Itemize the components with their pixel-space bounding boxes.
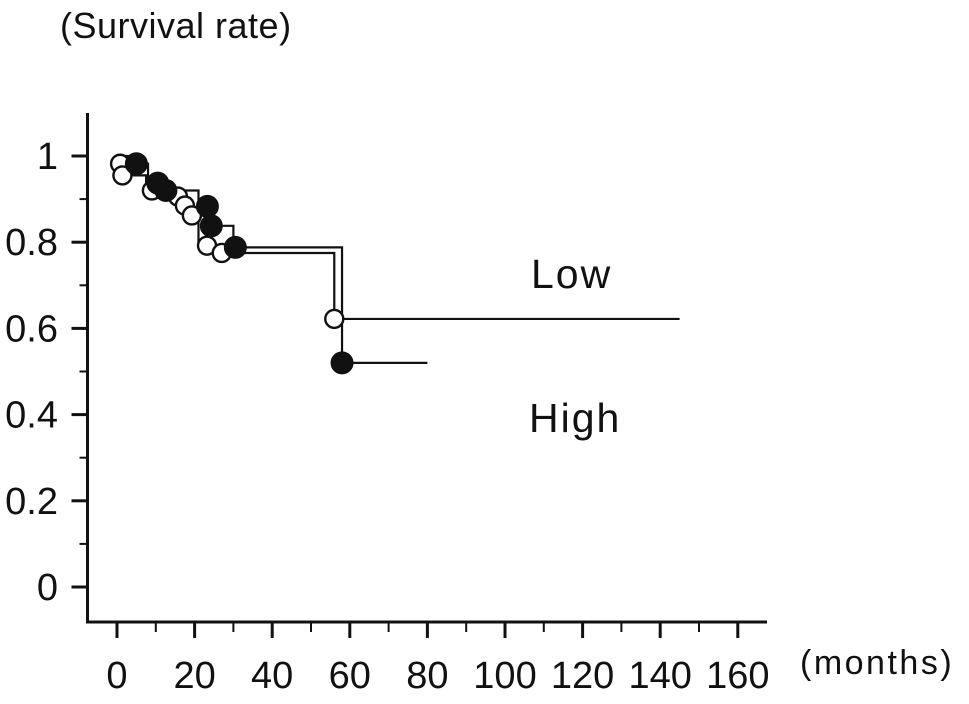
- y-tick-label: 0.6: [5, 308, 58, 350]
- y-tick-label: 0.2: [5, 481, 58, 523]
- x-tick-label: 80: [406, 655, 448, 697]
- censor-mark-high: [223, 235, 247, 259]
- x-tick-label: 60: [329, 655, 371, 697]
- y-tick-label: 0: [37, 567, 58, 609]
- y-tick-label: 0.8: [5, 222, 58, 264]
- censor-mark-high: [154, 178, 178, 202]
- x-tick-label: 120: [551, 655, 614, 697]
- censor-mark-low: [112, 165, 133, 186]
- x-tick-label: 140: [628, 655, 691, 697]
- chart-title: (Survival rate): [60, 5, 292, 46]
- censor-mark-high: [330, 351, 354, 375]
- y-tick-label: 0.4: [5, 395, 58, 437]
- x-tick-label: 0: [106, 655, 127, 697]
- censor-mark-high: [124, 152, 148, 176]
- series-label-high: High: [529, 395, 622, 441]
- series-label-low: Low: [531, 251, 613, 297]
- x-axis-unit-label: (months): [800, 644, 955, 682]
- y-tick-label: 1: [37, 136, 58, 178]
- x-tick-label: 40: [251, 655, 293, 697]
- censor-mark-high: [195, 194, 219, 218]
- censor-mark-low: [324, 308, 345, 330]
- x-tick-label: 100: [473, 655, 536, 697]
- x-tick-label: 160: [706, 655, 769, 697]
- axis-frame: [86, 113, 767, 624]
- x-tick-label: 20: [173, 655, 215, 697]
- censor-mark-high: [199, 214, 223, 238]
